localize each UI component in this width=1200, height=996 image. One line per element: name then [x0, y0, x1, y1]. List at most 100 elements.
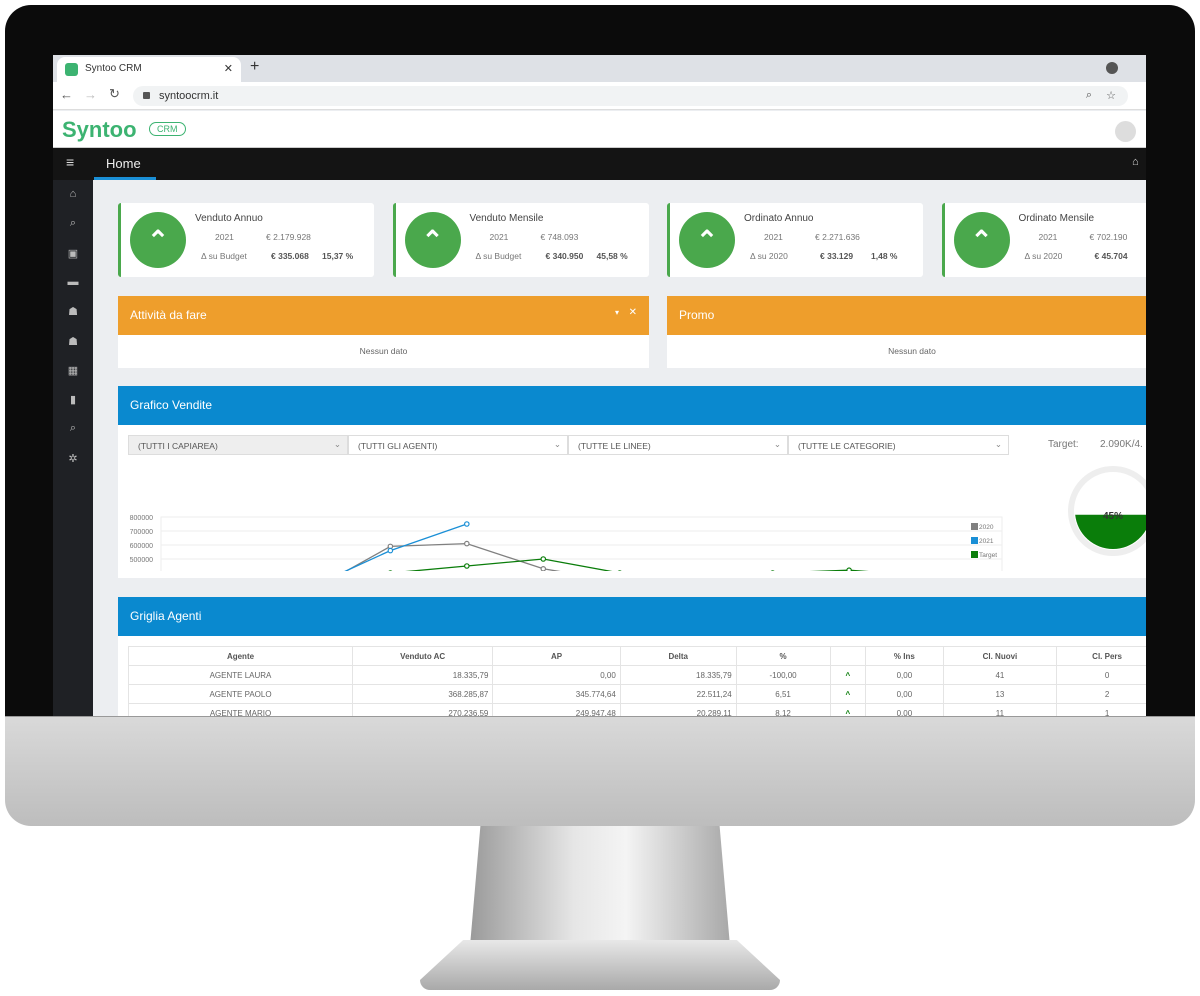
attivita-header: Attività da fare ▾ ✕ — [118, 296, 649, 335]
zoom-icon[interactable]: ⌕ — [1085, 89, 1092, 101]
url-input[interactable]: syntoocrm.it ⌕ ☆ — [133, 86, 1128, 106]
table-cell: 13 — [942, 684, 1058, 704]
favicon-icon — [65, 63, 78, 76]
table-cell: 0,00 — [492, 665, 621, 685]
data-point[interactable] — [464, 521, 470, 527]
filter-select[interactable]: (TUTTI GLI AGENTI) ⌄ — [348, 435, 568, 455]
table-cell: 2 — [1056, 684, 1146, 704]
attivita-title: Attività da fare — [130, 308, 207, 322]
table-cell: 18.335,79 — [619, 665, 737, 685]
profile-menu-icon[interactable] — [1106, 62, 1118, 74]
legend-swatch — [971, 551, 978, 558]
chevron-down-icon: ⌄ — [773, 439, 781, 449]
kpi-pct: 1,48 % — [871, 251, 898, 261]
forward-icon[interactable]: → — [84, 87, 97, 102]
home-icon[interactable]: ⌂ — [69, 188, 77, 200]
table-cell: 249.947,48 — [492, 703, 621, 716]
browser-tab[interactable]: Syntoo CRM ✕ — [57, 57, 241, 82]
data-point[interactable] — [540, 566, 547, 571]
table-cell: 0,00 — [865, 684, 944, 704]
column-header[interactable]: Delta — [619, 646, 737, 666]
sales-line-chart: 8000007000006000005000004000003000002000… — [130, 515, 1003, 571]
arrow-up-icon: ⌃ — [130, 212, 186, 268]
promo-panel: Promo Nessun dato — [667, 296, 1146, 368]
filter-value: (TUTTI GLI AGENTI) — [358, 441, 438, 451]
address-bar-row: ← → ↻ syntoocrm.it ⌕ ☆ — [53, 82, 1146, 110]
table-row[interactable]: AGENTE PAOLO 368.285,87 345.774,64 22.511,2… — [128, 684, 1146, 704]
data-point[interactable] — [540, 556, 547, 562]
collapse-icon[interactable]: ▾ — [614, 308, 619, 317]
gear-icon[interactable]: ✲ — [68, 452, 78, 465]
tab-title: Syntoo CRM — [85, 63, 142, 74]
kpi-delta-label: Δ su Budget — [201, 251, 247, 261]
briefcase-icon[interactable]: ▣ — [67, 247, 79, 260]
filter-value: (TUTTI I CAPIAREA) — [138, 441, 218, 451]
chevron-down-icon: ⌄ — [333, 439, 341, 449]
column-header[interactable]: % Ins — [865, 646, 944, 666]
kpi-title: Venduto Mensile — [469, 213, 544, 224]
column-header[interactable]: % — [735, 646, 831, 666]
kpi-value: € 2.179.928 — [266, 232, 311, 242]
grafico-title: Grafico Vendite — [118, 386, 1146, 425]
data-point[interactable] — [387, 547, 394, 554]
legend-swatch — [971, 523, 978, 530]
active-tab-indicator — [94, 177, 156, 180]
table-cell: 0,00 — [865, 703, 944, 716]
archive-icon[interactable]: ▬ — [67, 275, 79, 288]
search-icon[interactable]: ⌕ — [69, 217, 77, 230]
table-cell: AGENTE PAOLO — [128, 684, 353, 704]
column-header[interactable]: Agente — [128, 646, 353, 666]
nav-tab-home[interactable]: Home — [106, 156, 141, 171]
close-tab-icon[interactable]: ✕ — [223, 63, 233, 75]
grafico-panel: Grafico Vendite (TUTTI I CAPIAREA) ⌄ (TUTT… — [118, 386, 1146, 578]
attivita-panel: Attività da fare ▾ ✕ Nessun dato — [118, 296, 649, 368]
target-value: 2.090K/4. — [1100, 439, 1143, 450]
promo-title: Promo — [667, 296, 1146, 335]
data-point[interactable] — [846, 567, 852, 571]
table-cell: 6,51 — [735, 684, 831, 704]
book-icon[interactable]: ▮ — [69, 394, 77, 407]
calendar-icon[interactable]: ▦ — [67, 364, 79, 377]
table-cell: 11 — [942, 703, 1058, 716]
home-icon[interactable]: ⌂ — [1132, 156, 1139, 168]
y-tick-label: 800000 — [130, 515, 153, 522]
column-header[interactable]: Cl. Pers — [1056, 646, 1146, 666]
column-header[interactable]: Venduto AC — [351, 646, 494, 666]
kpi-value: € 748.093 — [540, 232, 579, 242]
screen: Syntoo CRM ✕ + ← → ↻ syntoocrm.it ⌕ ☆ Sy… — [53, 55, 1146, 716]
kpi-card: ⌃ Ordinato Annuo 2021 € 2.271.636 Δ su 2020 €… — [667, 203, 923, 277]
table-row[interactable]: AGENTE MARIO 270.236,59 249.947,48 20.289,1… — [128, 703, 1146, 716]
table-row[interactable]: AGENTE LAURA 18.335,79 0,00 18.335,79 -100,0… — [128, 665, 1146, 685]
table-cell: 1 — [1056, 703, 1146, 716]
column-header[interactable] — [829, 646, 867, 666]
gauge-fill — [1075, 514, 1146, 549]
filter-select[interactable]: (TUTTI I CAPIAREA) ⌄ — [128, 435, 348, 455]
new-tab-icon[interactable]: + — [250, 58, 260, 75]
kpi-delta: € 45.704 — [1094, 251, 1128, 261]
monitor-chin — [5, 716, 1195, 826]
logo-badge: CRM — [149, 122, 186, 136]
user-avatar[interactable] — [1115, 121, 1136, 142]
filter-select[interactable]: (TUTTE LE LINEE) ⌄ — [568, 435, 788, 455]
menu-icon[interactable]: ≡ — [66, 154, 75, 170]
gauge-label: 45% — [1103, 511, 1123, 522]
filter-select[interactable]: (TUTTE LE CATEGORIE) ⌄ — [788, 435, 1009, 455]
y-tick-label: 500000 — [130, 557, 153, 564]
reload-icon[interactable]: ↻ — [109, 86, 120, 101]
trend-up-icon: ^ — [829, 684, 867, 704]
column-header[interactable]: Cl. Nuovi — [942, 646, 1058, 666]
empty-message: Nessun dato — [888, 346, 936, 356]
data-point[interactable] — [464, 563, 470, 569]
kpi-pct: 45,58 % — [596, 251, 628, 261]
legend-label: 2020 — [979, 524, 994, 531]
search-icon[interactable]: ⌕ — [69, 422, 77, 435]
data-point[interactable] — [464, 540, 470, 547]
sidebar: ⌂ ⌕ ▣ ▬ ☗ ☗ ▦ ▮ ⌕ ✲ — [53, 180, 93, 716]
users-icon[interactable]: ☗ — [68, 306, 78, 319]
column-header[interactable]: AP — [492, 646, 621, 666]
kpi-value: € 702.190 — [1089, 232, 1128, 242]
back-icon[interactable]: ← — [60, 87, 73, 102]
users-icon[interactable]: ☗ — [68, 335, 78, 348]
close-icon[interactable]: ✕ — [628, 307, 637, 318]
bookmark-star-icon[interactable]: ☆ — [1106, 90, 1116, 102]
